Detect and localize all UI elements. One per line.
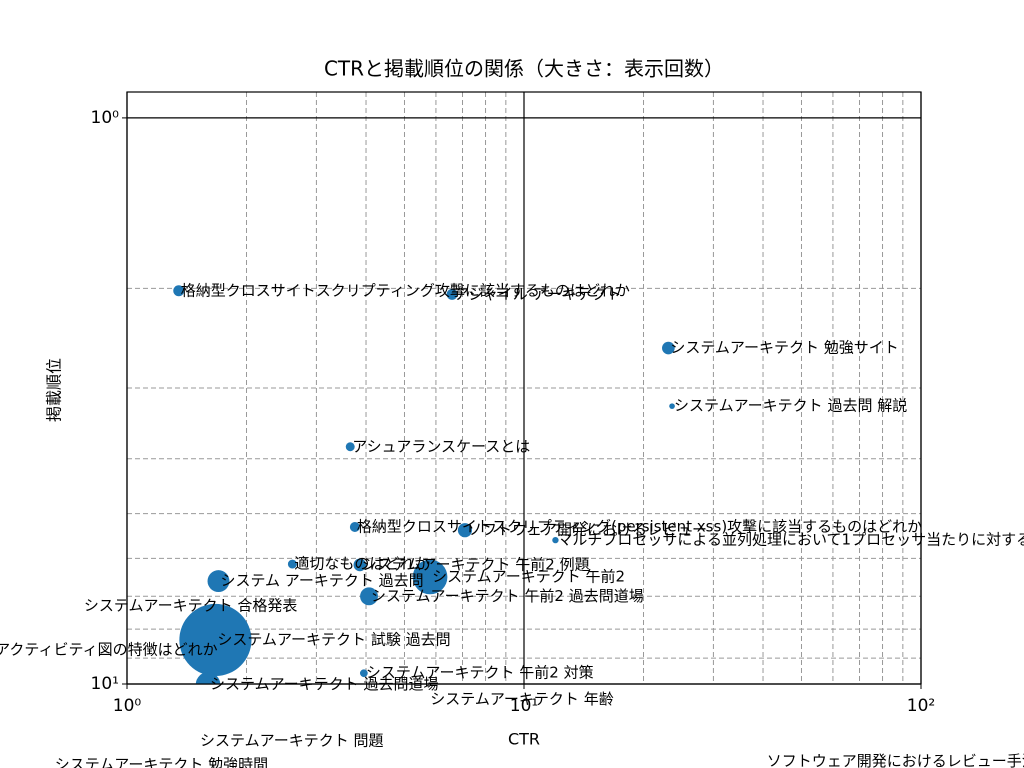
bubble [353,558,367,572]
point-label: ソフトウェア開発におけるレビュー [467,521,707,539]
bubble [207,570,230,593]
point-label: 適切なものはどれか [294,555,429,573]
grid [126,92,922,685]
chart-title: CTRと掲載順位の関係（大きさ：表示回数） [324,57,724,81]
bubble [552,536,559,544]
x-tick-label: 10² [907,696,935,716]
point-label: システムアーキテクト 勉強サイト [670,339,898,357]
point-label: アクティビティ図の特徴はどれか [0,640,218,658]
point-label: システムアーキテクト 午前2 例題 [362,555,590,573]
x-axis-label: CTR [508,730,540,749]
bubble [412,559,448,595]
points [173,285,675,684]
bubble [349,521,360,532]
y-axis-label: 掲載順位 [45,358,64,422]
point-label: システムアーキテクト 合格発表 [84,596,297,614]
point-label: 格納型クロスサイトスクリプティング攻撃に該当するものはどれか [181,281,630,299]
bubble [457,523,473,538]
point-label: アシュアランスケースとは [352,437,530,455]
y-tick-label: 10¹ [91,674,119,694]
y-tick-label: 10⁰ [91,108,120,128]
bubble [360,587,378,606]
bubble [669,403,675,409]
point-label: システムアーキテクト 年齢 [430,690,613,708]
bubble [195,672,221,684]
point-label: システムアーキテクト 試験 過去問 [217,630,450,648]
point-label: システムアーキテクト 過去問 解説 [674,397,907,415]
bubble [446,288,458,300]
point-label: 格納型クロスサイトスクリプティング(persistent xss)攻撃に該当する… [357,517,922,535]
point-label: マルチプロセッサによる並列処理において1プロセッサ当たりに対する性能向上比はアム… [557,531,1024,549]
point-label: システムアーキテクト 午前2 過去問道場 [371,587,644,605]
bubble [345,442,355,452]
point-label: システムアーキテクト 勉強時間 [55,755,268,768]
point-label: ソフトウェア開発におけるレビュー手法 [767,752,1024,768]
bubble [287,559,297,569]
x-tick-label: 10⁰ [113,696,142,716]
point-label: システムアーキテクト 午前2 [432,567,625,585]
bubble [359,669,368,678]
point-label: システムアーキテクト 午前2 対策 [366,664,594,682]
point-label: システム アーキテクト 過去問 [220,572,423,590]
bubble [173,285,185,297]
bubble [662,341,675,355]
point-label: システムアーキテクト 問題 [200,731,383,749]
point-label: アジャイル アーキテクト [454,285,622,303]
x-tick-label: 10¹ [510,696,538,716]
bubble [179,603,252,677]
